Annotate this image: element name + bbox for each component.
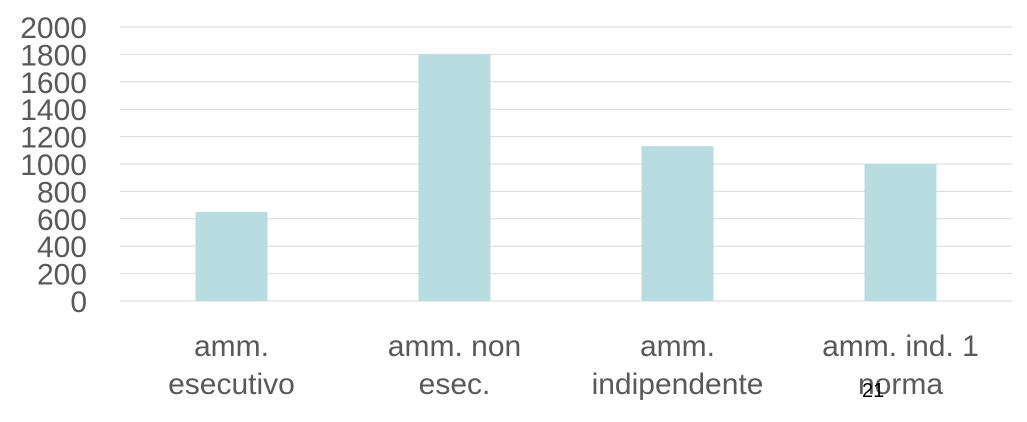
y-tick-label: 0	[70, 286, 87, 319]
bar	[641, 146, 714, 301]
y-tick-label: 1800	[20, 39, 87, 72]
y-tick-label: 600	[37, 204, 87, 237]
y-tick-label: 2000	[20, 12, 87, 45]
bars	[195, 54, 937, 302]
y-tick-label: 1600	[20, 67, 87, 100]
x-axis-category-labels: amm. esecutivo amm. non esec. amm. indipenden…	[168, 330, 979, 401]
page-number: 21	[862, 380, 885, 402]
x-category-label: amm. non	[388, 330, 521, 363]
x-category-label: esecutivo	[168, 368, 295, 401]
x-category-label: amm.	[640, 330, 715, 363]
gridlines	[120, 26, 1012, 302]
x-category-label: indipendente	[592, 368, 764, 401]
bar	[418, 54, 491, 302]
y-tick-label: 400	[37, 231, 87, 264]
x-category-label: amm.	[194, 330, 269, 363]
y-tick-label: 1400	[20, 94, 87, 127]
x-category-label: norma	[858, 368, 943, 401]
y-tick-label: 800	[37, 176, 87, 209]
y-tick-label: 1200	[20, 122, 87, 155]
bar	[195, 211, 268, 301]
bar	[864, 164, 937, 301]
x-category-label: esec.	[419, 368, 491, 401]
y-tick-label: 200	[37, 259, 87, 292]
y-tick-label: 1000	[20, 149, 87, 182]
x-category-label: amm. ind. 1	[822, 330, 979, 363]
